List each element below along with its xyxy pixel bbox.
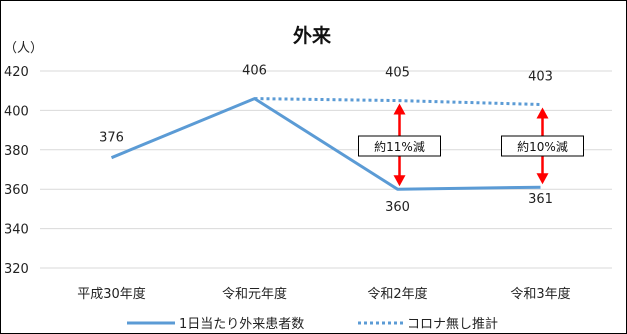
y-unit-label: （人） [4,41,43,56]
x-tick-label: 平成30年度 [77,286,146,302]
annotation-arrowhead-up [536,107,549,119]
y-tick-labels: 320 340 360 380 400 420 [4,65,29,277]
x-tick-label: 令和元年度 [222,286,287,302]
data-label-actual: 360 [385,200,410,215]
data-label-actual: 406 [242,64,267,79]
data-label-actual: 361 [528,192,553,207]
annotation-arrowhead-up [393,103,406,115]
data-label-estimate: 403 [528,69,553,84]
y-tick-label: 360 [4,183,29,198]
y-tick-label: 380 [4,144,29,159]
legend-label-actual: 1日当たり外来患者数 [179,317,304,332]
annotation-text: 約10%減 [517,139,568,154]
data-label-estimate: 405 [385,66,410,81]
x-tick-label: 令和2年度 [367,286,427,302]
reduction-annotation: 約11%減 [358,103,441,187]
x-tick-label: 令和3年度 [510,286,570,302]
annotations: 約11%減 約10%減 [358,103,584,187]
annotation-arrowhead-down [393,175,406,187]
y-tick-label: 320 [4,262,29,277]
x-tick-labels: 平成30年度 令和元年度 令和2年度 令和3年度 [77,286,570,302]
annotation-text: 約11%減 [374,139,425,154]
series-line-estimate [254,97,541,106]
y-tick-label: 400 [4,104,29,119]
legend: 1日当たり外来患者数 コロナ無し推計 [127,316,498,332]
series-line-actual [110,97,541,191]
series-lines [110,97,541,191]
annotation-arrowhead-down [536,173,549,185]
annotation-box [501,135,584,157]
legend-label-estimate: コロナ無し推計 [407,316,498,332]
y-tick-label: 420 [4,65,29,80]
annotation-box [358,135,441,157]
data-label-actual: 376 [99,131,124,146]
gridlines [40,70,612,269]
reduction-annotation: 約10%減 [501,107,584,185]
chart-title: 外来 [293,24,331,47]
data-labels: 376 406 360 361 405 403 [99,64,553,216]
y-tick-label: 340 [4,223,29,238]
